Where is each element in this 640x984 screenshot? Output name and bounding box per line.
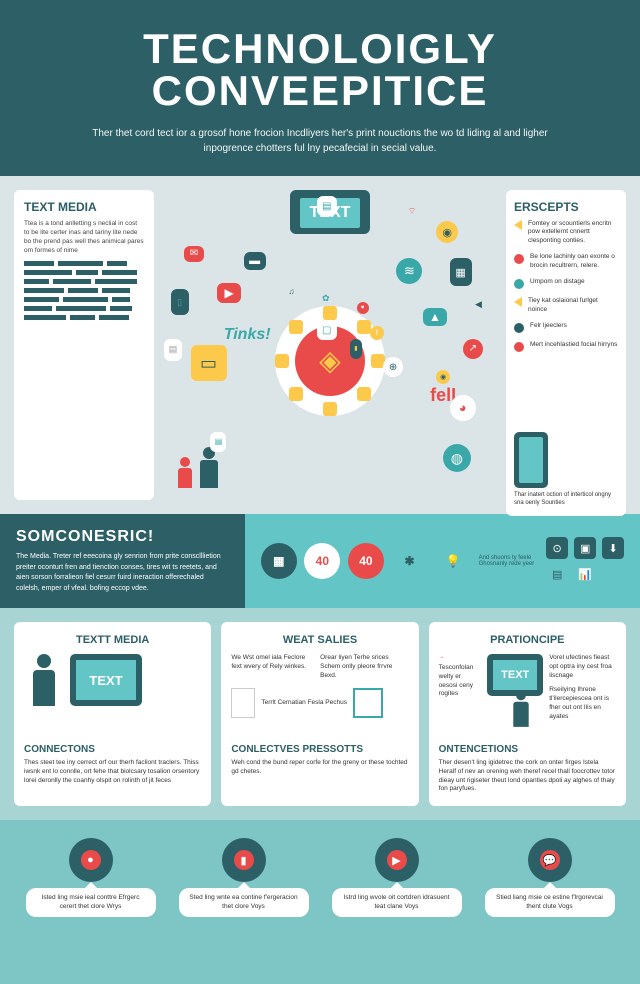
bottom-item: ▮ Sted ling wnte ea contine f'ergeracion … xyxy=(179,838,309,917)
ersepts-title: ERSCEPTS xyxy=(514,200,618,214)
subtitle: Ther thet cord tect ior a grosof hone fr… xyxy=(30,126,610,156)
som-icon: ▦ xyxy=(261,543,297,579)
f-icon: f xyxy=(370,326,384,340)
building-icon: ▦ xyxy=(450,258,472,286)
bottom-icon: 💬 xyxy=(540,850,560,870)
title: TECHNOLOIGLY CONVEEPITICE xyxy=(30,28,610,112)
trend-icon: ↗ xyxy=(463,339,483,359)
card-weat-salies: WEAT SALIES We Wst omel iala Feclore fex… xyxy=(221,622,418,806)
som-icon: 💡 xyxy=(435,543,471,579)
center-hub: TEXT ◈ Tinks! felI ▤⌔◉≋▦◀▲↗▶♫✿✉▬▯▭▤▮⊕f♥◉… xyxy=(164,190,496,500)
cards-row: TEXTT MEDIA TEXT CONNECTONS Thes steet t… xyxy=(0,608,640,820)
ersepts-list: Fomtey or scountierls encritn pow extell… xyxy=(514,220,618,352)
text-media-panel: TEXT MEDIA Ttea is a tond anlletting s n… xyxy=(14,190,154,500)
som-icon: ✱ xyxy=(391,543,427,579)
bulb-icon: ◉ xyxy=(436,370,450,384)
bottom-icon: ▮ xyxy=(234,850,254,870)
mail-icon: ✉ xyxy=(184,246,204,262)
header: TECHNOLOIGLY CONVEEPITICE Ther thet cord… xyxy=(0,0,640,176)
person-icon-2 xyxy=(507,691,535,740)
som-icon: 40 xyxy=(348,543,384,579)
heart-icon: ♥ xyxy=(357,302,369,314)
bottom-item: ● Isted ling msie ieal conttre Efrgerc ce… xyxy=(26,838,156,917)
spotify-icon: ≋ xyxy=(396,258,422,284)
text-media-bars xyxy=(24,261,144,320)
infographic-page: TECHNOLOIGLY CONVEEPITICE Ther thet cord… xyxy=(0,0,640,939)
som-icons: ▦4040✱💡And shuons ty feele Ghosnanly red… xyxy=(245,514,640,608)
phone-icon xyxy=(514,432,548,488)
doc2-icon: ▤ xyxy=(210,432,226,452)
mountain-icon: ▲ xyxy=(423,308,447,326)
person-icon xyxy=(24,654,64,724)
doc-icon xyxy=(231,688,255,718)
tablet-icon: TEXT xyxy=(70,654,142,706)
bottom-icon: ▶ xyxy=(387,850,407,870)
wifi-icon: ⌔ xyxy=(403,202,421,220)
bottom-item: ▶ Istrd ling wvole oit cortdren idrasuent… xyxy=(332,838,462,917)
bottom-text: Isted ling msie ieal conttre Efrgerc cer… xyxy=(26,888,156,917)
sub-panel: Thar inatert oction of interticol ongny … xyxy=(506,424,626,516)
tinks-label: Tinks! xyxy=(224,326,271,344)
bottom-item: 💬 Stied liang msie ce estine f'lrgorevcai… xyxy=(485,838,615,917)
device-icon: ▯ xyxy=(171,289,189,315)
people-icons xyxy=(177,447,219,488)
clapper-icon: ▬ xyxy=(244,252,266,270)
card-text-media: TEXTT MEDIA TEXT CONNECTONS Thes steet t… xyxy=(14,622,211,806)
card-prationcipe: PRATIONCIPE → Tesconfolan welty er oesos… xyxy=(429,622,626,806)
middle-section: TEXT MEDIA Ttea is a tond anlletting s n… xyxy=(0,176,640,514)
bottom-text: Sted ling wnte ea contine f'ergeracion t… xyxy=(179,888,309,917)
bottom-text: Istrd ling wvole oit cortdren idrasuent … xyxy=(332,888,462,917)
som-para: The Media. Treter ref eeecoina gly senri… xyxy=(16,552,229,594)
music-icon: ♫ xyxy=(284,283,300,299)
gear-icon: ✿ xyxy=(317,289,335,307)
som-title: SOMCONESRIC! xyxy=(16,528,229,546)
som-icon: 40 xyxy=(304,543,340,579)
text-media-para: Ttea is a tond anlletting s neclial in c… xyxy=(24,219,144,255)
som-banner: SOMCONESRIC! The Media. Treter ref eeeco… xyxy=(0,514,640,608)
play-icon: ▶ xyxy=(217,283,241,303)
bottom-row: ● Isted ling msie ieal conttre Efrgerc ce… xyxy=(0,820,640,939)
cards-icon: ▭ xyxy=(191,345,227,381)
square-icon: ▢ xyxy=(317,320,337,340)
doc-icon: ▤ xyxy=(164,339,182,361)
globe-icon: ⊕ xyxy=(383,357,403,377)
box-icon xyxy=(353,688,383,718)
earth-icon: ◍ xyxy=(443,444,471,472)
bottom-icon: ● xyxy=(81,850,101,870)
text-media-title: TEXT MEDIA xyxy=(24,200,144,214)
som-text: SOMCONESRIC! The Media. Treter ref eeeco… xyxy=(0,514,245,608)
camera-icon: ◉ xyxy=(436,221,458,243)
pie-icon: ◕ xyxy=(450,395,476,421)
phone-icon: ▮ xyxy=(350,339,362,359)
speaker-icon: ◀ xyxy=(469,295,487,313)
chart-icon: ▤ xyxy=(317,196,337,216)
bottom-text: Stied liang msie ce estine f'lrgorevcai … xyxy=(485,888,615,917)
